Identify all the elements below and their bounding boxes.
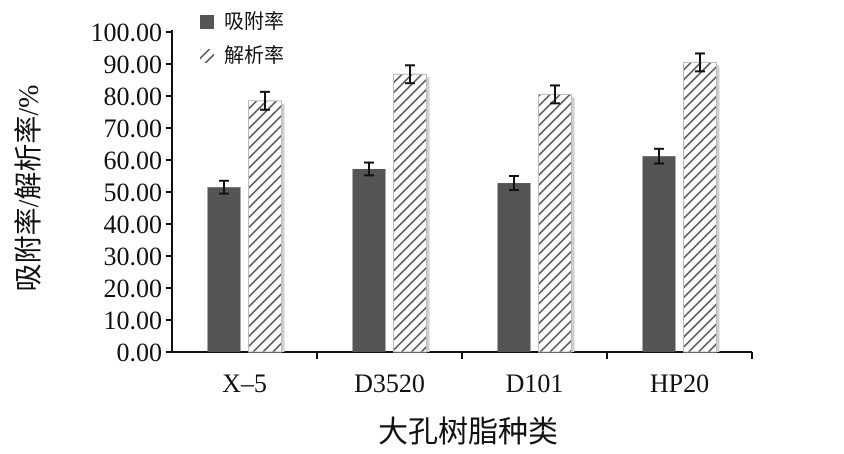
legend-label: 解析率 — [224, 44, 284, 67]
y-tick-label: 100.00 — [91, 18, 163, 47]
bar-adsorption — [207, 187, 241, 352]
x-tick-label: D101 — [506, 369, 564, 398]
y-tick-label: 50.00 — [104, 178, 163, 207]
legend-swatch — [200, 15, 214, 29]
bar-adsorption — [642, 156, 676, 352]
x-tick-label: X–5 — [222, 369, 267, 398]
bar-adsorption — [497, 183, 531, 352]
y-tick-label: 40.00 — [104, 210, 163, 239]
y-axis-label: 吸附率/解析率/% — [13, 85, 45, 292]
bar-desorption — [683, 61, 717, 353]
legend-label: 吸附率 — [224, 10, 284, 33]
bar-desorption — [538, 93, 572, 353]
legend-swatch — [200, 49, 214, 63]
bar-desorption — [248, 100, 282, 353]
y-tick-label: 20.00 — [104, 274, 163, 303]
y-tick-label: 70.00 — [104, 114, 163, 143]
bar-desorption — [393, 73, 427, 353]
bar-adsorption — [352, 168, 386, 352]
axes: 0.00 10.00 20.00 30.00 40.00 50.00 60.00 70.00 8… — [91, 18, 753, 398]
y-tick-label: 10.00 — [104, 306, 163, 335]
bars — [207, 52, 720, 353]
y-tick-label: 0.00 — [117, 338, 163, 367]
y-tick-label: 80.00 — [104, 82, 163, 111]
y-tick-label: 30.00 — [104, 242, 163, 271]
y-tick-label: 60.00 — [104, 146, 163, 175]
y-tick-label: 90.00 — [104, 50, 163, 79]
x-tick-label: D3520 — [354, 369, 425, 398]
x-axis-label: 大孔树脂种类 — [378, 416, 558, 449]
labels: 吸附率/解析率/% 大孔树脂种类 — [13, 85, 558, 449]
x-tick-label: HP20 — [650, 369, 709, 398]
